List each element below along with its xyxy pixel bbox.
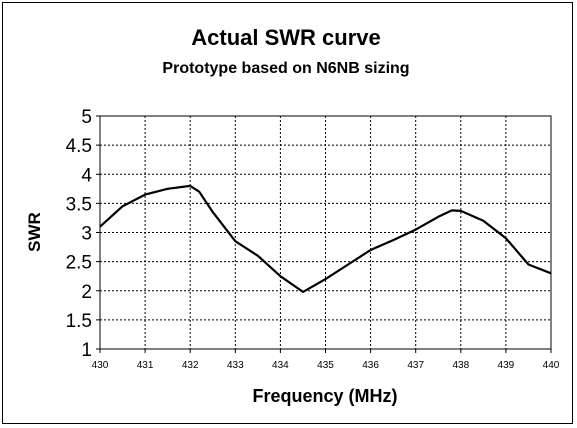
y-tick-label: 2 (81, 282, 92, 303)
chart-frame (2, 2, 573, 424)
swr-series-line (99, 184, 552, 293)
x-tick-label: 440 (543, 360, 560, 371)
y-tick-label: 3.5 (66, 194, 92, 215)
x-axis-label: Frequency (MHz) (252, 386, 397, 406)
x-tick-label: 439 (498, 360, 515, 371)
chart-subtitle: Prototype based on N6NB sizing (162, 60, 409, 77)
x-tick-label: 432 (182, 360, 199, 371)
grid-layer (100, 116, 551, 349)
x-tick-label: 436 (362, 360, 379, 371)
y-tick-label: 5 (81, 107, 92, 128)
y-axis-ticks: 1 1.5 2 2.5 3 3.5 4 4.5 5 (66, 107, 100, 361)
x-tick-label: 430 (92, 360, 109, 371)
x-tick-label: 437 (407, 360, 424, 371)
x-tick-label: 433 (227, 360, 244, 371)
chart-title: Actual SWR curve (191, 25, 381, 50)
y-tick-label: 2.5 (66, 253, 92, 274)
x-tick-label: 431 (137, 360, 154, 371)
x-axis-ticks: 430 431 432 433 434 435 436 437 438 439 440 (92, 349, 560, 371)
x-tick-label: 435 (317, 360, 334, 371)
y-tick-label: 3 (81, 224, 92, 245)
y-tick-label: 4 (81, 165, 92, 186)
y-tick-label: 1 (81, 340, 92, 361)
y-axis-label: SWR (25, 212, 44, 252)
x-tick-label: 434 (272, 360, 289, 371)
y-tick-label: 1.5 (66, 311, 92, 332)
x-tick-label: 438 (452, 360, 469, 371)
y-tick-label: 4.5 (66, 136, 92, 157)
